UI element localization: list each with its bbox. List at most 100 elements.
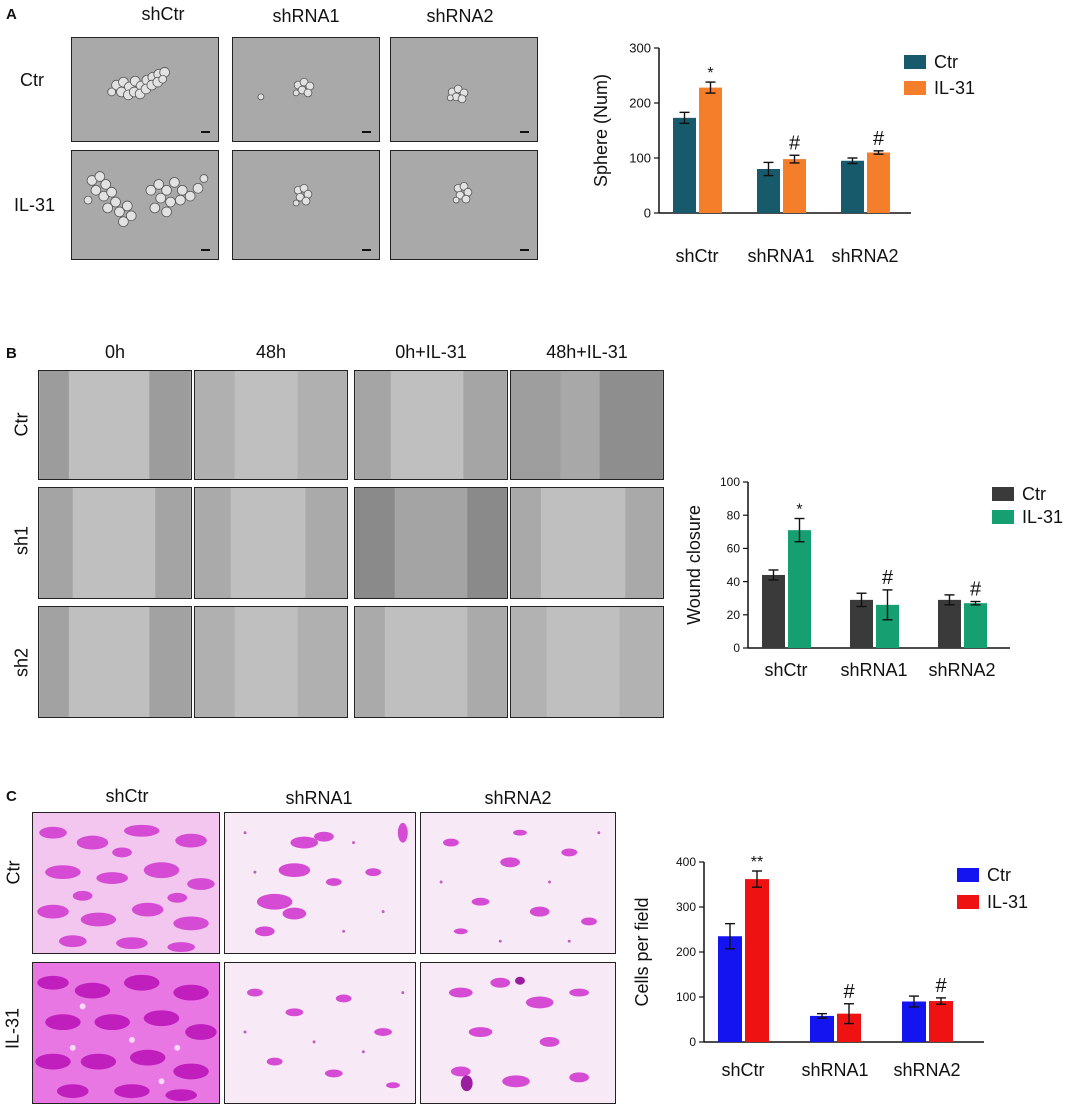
bar-ctr-shrna2: [938, 599, 961, 648]
legend-swatch: [992, 487, 1014, 501]
category-label: shRNA1: [801, 1060, 868, 1080]
significance-marker: #: [843, 981, 855, 1003]
column-label-shctr: shCtr: [141, 4, 185, 24]
legend-swatch: [904, 81, 926, 95]
invasion-image-ctr-shctr: [32, 812, 220, 954]
column-label-shctr: shCtr: [105, 786, 149, 806]
legend-swatch: [957, 895, 979, 909]
sphere-image-ctr-shrna1: [232, 37, 380, 142]
significance-marker: #: [873, 128, 885, 150]
legend-swatch: [904, 55, 926, 69]
column-label-48h: 48h: [255, 342, 287, 362]
column-label-shrna2: shRNA2: [426, 6, 494, 26]
y-tick-label: 0: [733, 641, 740, 655]
category-label: shRNA1: [747, 246, 814, 266]
column-label-shrna1: shRNA1: [285, 788, 353, 808]
y-tick-label: 0: [644, 206, 651, 221]
y-tick-label: 80: [727, 508, 741, 522]
bar-ctr-shctr: [762, 574, 785, 648]
column-label-48h-il31: 48h+IL-31: [546, 342, 628, 362]
invasion-image-il31-shrna2: [420, 962, 616, 1104]
y-tick-label: 200: [629, 96, 651, 111]
y-tick-label: 400: [676, 855, 696, 869]
legend-label: Ctr: [934, 52, 958, 72]
bar-ctr-shrna1: [850, 599, 873, 648]
y-tick-label: 0: [689, 1035, 696, 1049]
category-label: shCtr: [764, 660, 807, 680]
category-label: shRNA1: [840, 660, 907, 680]
y-axis-label: Sphere (Num): [591, 74, 611, 187]
category-label: shRNA2: [831, 246, 898, 266]
significance-marker: #: [935, 975, 947, 997]
panel-letter-b: B: [6, 345, 17, 362]
bar-il31-shctr: [788, 530, 811, 648]
invasion-image-il31-shrna1: [224, 962, 416, 1104]
bar-il31-shrna1: [876, 604, 899, 648]
bar-ctr-shrna2: [902, 1001, 926, 1042]
y-tick-label: 40: [727, 575, 741, 589]
y-axis-label: Wound closure: [684, 505, 704, 625]
y-tick-label: 60: [727, 542, 741, 556]
y-tick-label: 300: [676, 900, 696, 914]
invasion-image-ctr-shrna2: [420, 812, 616, 954]
sphere-image-il31-shrna1: [232, 150, 380, 260]
wound-image-sh2-48h: [194, 606, 348, 718]
significance-marker: #: [882, 567, 894, 589]
row-label-il31: IL-31: [14, 195, 56, 215]
y-tick-label: 20: [727, 608, 741, 622]
category-label: shRNA2: [893, 1060, 960, 1080]
bar-ctr-shrna1: [757, 169, 780, 213]
category-label: shRNA2: [928, 660, 995, 680]
bar-il31-shrna2: [867, 152, 890, 213]
legend-label: Ctr: [987, 865, 1011, 885]
significance-marker: #: [789, 132, 801, 154]
bar-ctr-shrna1: [810, 1015, 834, 1042]
sphere-image-ctr-shctr: [71, 37, 219, 142]
wound-image-ctr-48h: [194, 370, 348, 480]
column-label-shrna2: shRNA2: [484, 788, 552, 808]
panel-letter-a: A: [6, 6, 17, 23]
bar-ctr-shctr: [718, 936, 742, 1042]
sphere-image-il31-shrna2: [390, 150, 538, 260]
invasion-image-ctr-shrna1: [224, 812, 416, 954]
significance-marker: *: [707, 65, 713, 82]
y-tick-label: 100: [676, 990, 696, 1004]
column-label-0h-il31: 0h+IL-31: [395, 342, 467, 362]
bar-il31-shrna1: [783, 159, 806, 213]
sphere-image-ctr-shrna2: [390, 37, 538, 142]
significance-marker: #: [970, 579, 982, 601]
wound-image-sh2-48h-il31: [510, 606, 664, 718]
wound-image-ctr-0h: [38, 370, 192, 480]
row-label-ctr: Ctr: [20, 70, 44, 90]
wound-image-sh2-0h-il31: [354, 606, 508, 718]
wound-image-sh2-0h: [38, 606, 192, 718]
legend-swatch: [957, 868, 979, 882]
sphere-image-il31-shctr: [71, 150, 219, 260]
wound-image-sh1-0h-il31: [354, 487, 508, 599]
wound-image-ctr-48h-il31: [510, 370, 664, 480]
y-tick-label: 200: [676, 945, 696, 959]
bar-il31-shctr: [699, 87, 722, 213]
y-tick-label: 100: [720, 475, 740, 489]
bar-il31-shctr: [745, 879, 769, 1042]
significance-marker: **: [751, 854, 763, 871]
wound-image-ctr-0h-il31: [354, 370, 508, 480]
wound-image-sh1-48h-il31: [510, 487, 664, 599]
category-label: shCtr: [675, 246, 718, 266]
legend-label: IL-31: [987, 892, 1028, 912]
bar-ctr-shctr: [673, 117, 696, 213]
panel-letter-c: C: [6, 788, 17, 805]
y-axis-label: Cells per field: [632, 897, 652, 1006]
bar-ctr-shrna2: [841, 160, 864, 213]
wound-image-sh1-0h: [38, 487, 192, 599]
legend-swatch: [992, 510, 1014, 524]
y-tick-label: 300: [629, 41, 651, 56]
column-label-shrna1: shRNA1: [272, 6, 340, 26]
wound-image-sh1-48h: [194, 487, 348, 599]
column-label-0h: 0h: [104, 342, 126, 362]
significance-marker: *: [796, 502, 802, 519]
y-tick-label: 100: [629, 151, 651, 166]
legend-label: IL-31: [934, 78, 975, 98]
